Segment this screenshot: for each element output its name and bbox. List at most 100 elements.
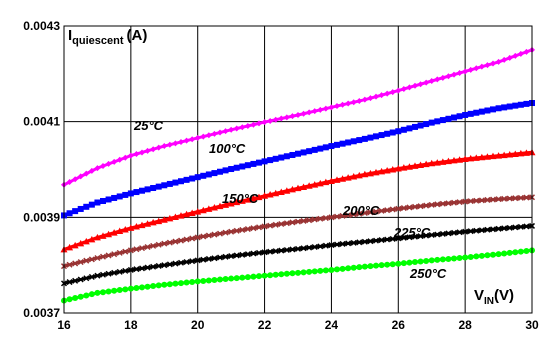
x-tick-label: 18 xyxy=(124,318,138,332)
data-point xyxy=(88,167,95,174)
data-point xyxy=(378,207,385,214)
data-point xyxy=(428,78,435,85)
data-point xyxy=(177,259,185,266)
data-point xyxy=(445,200,452,207)
data-point xyxy=(311,108,318,115)
data-point xyxy=(356,97,363,104)
data-point xyxy=(133,189,140,196)
data-point xyxy=(411,233,419,240)
data-point xyxy=(339,240,346,247)
y-axis-title: Iquiescent (A) xyxy=(68,27,147,47)
data-point xyxy=(88,201,95,208)
data-point xyxy=(300,183,308,190)
data-point xyxy=(188,209,196,216)
data-point xyxy=(378,237,385,244)
data-point xyxy=(517,194,524,201)
data-point xyxy=(339,175,347,182)
data-point xyxy=(389,206,396,213)
data-point xyxy=(328,214,335,221)
data-point xyxy=(183,258,190,266)
data-point xyxy=(205,171,212,178)
data-point xyxy=(300,245,307,252)
y-tick-label: 0.0043 xyxy=(23,19,60,33)
data-point xyxy=(473,197,480,204)
data-point xyxy=(166,141,173,148)
data-point xyxy=(127,224,135,231)
data-point xyxy=(389,235,396,242)
data-point xyxy=(395,235,402,242)
data-point xyxy=(306,268,313,275)
data-point xyxy=(417,122,424,129)
data-point xyxy=(484,252,491,259)
data-point xyxy=(205,277,212,284)
data-point xyxy=(406,234,413,241)
data-point xyxy=(501,225,508,232)
data-point xyxy=(328,104,335,111)
data-point xyxy=(517,101,524,108)
axis-titles: Iquiescent (A) VIN(V) xyxy=(68,27,514,307)
data-point xyxy=(434,76,441,83)
data-point xyxy=(217,129,223,136)
data-point xyxy=(372,168,380,176)
data-point xyxy=(462,254,469,261)
data-point xyxy=(138,265,146,272)
data-point xyxy=(367,263,374,270)
data-point xyxy=(77,239,85,247)
data-point xyxy=(517,248,524,255)
data-point xyxy=(172,140,179,147)
data-point xyxy=(439,74,446,81)
data-point xyxy=(93,233,101,241)
data-point xyxy=(501,195,508,202)
data-point xyxy=(306,244,313,251)
data-point xyxy=(300,217,307,224)
data-point xyxy=(77,173,84,180)
data-point xyxy=(506,224,513,231)
data-point xyxy=(384,236,391,243)
data-point xyxy=(83,170,90,177)
series-label: 250°C xyxy=(409,266,447,281)
data-point xyxy=(506,195,513,202)
data-point xyxy=(311,181,319,188)
data-point xyxy=(345,100,352,107)
data-point xyxy=(462,68,469,75)
data-point xyxy=(100,162,106,169)
data-point xyxy=(406,204,413,211)
data-point xyxy=(161,262,168,269)
data-point xyxy=(94,272,101,279)
data-point xyxy=(439,230,446,237)
data-point xyxy=(328,242,335,249)
data-point xyxy=(250,225,257,232)
data-point xyxy=(512,195,519,202)
data-point xyxy=(261,158,268,165)
data-point xyxy=(66,261,73,268)
data-point xyxy=(389,166,397,173)
data-point xyxy=(222,167,229,174)
data-point xyxy=(462,198,469,205)
data-point xyxy=(244,251,251,258)
data-point xyxy=(160,216,168,223)
series-label: 200°C xyxy=(342,203,380,218)
data-point xyxy=(361,135,368,142)
data-point xyxy=(205,205,213,212)
data-point xyxy=(239,124,246,131)
data-point xyxy=(339,212,346,219)
series-2 xyxy=(60,148,536,253)
data-point xyxy=(99,271,107,278)
data-point xyxy=(467,253,474,260)
data-point xyxy=(311,268,318,275)
data-point xyxy=(278,220,285,228)
data-point xyxy=(66,279,73,286)
data-point xyxy=(256,273,262,280)
data-point xyxy=(139,149,145,156)
data-point xyxy=(283,187,291,194)
data-point xyxy=(88,235,96,243)
data-point xyxy=(250,160,257,167)
data-point xyxy=(428,201,435,208)
data-point xyxy=(222,201,230,208)
data-point xyxy=(450,156,458,164)
data-point xyxy=(149,218,157,226)
x-tick-label: 22 xyxy=(258,318,272,332)
data-point xyxy=(306,217,313,224)
data-point xyxy=(233,227,240,234)
